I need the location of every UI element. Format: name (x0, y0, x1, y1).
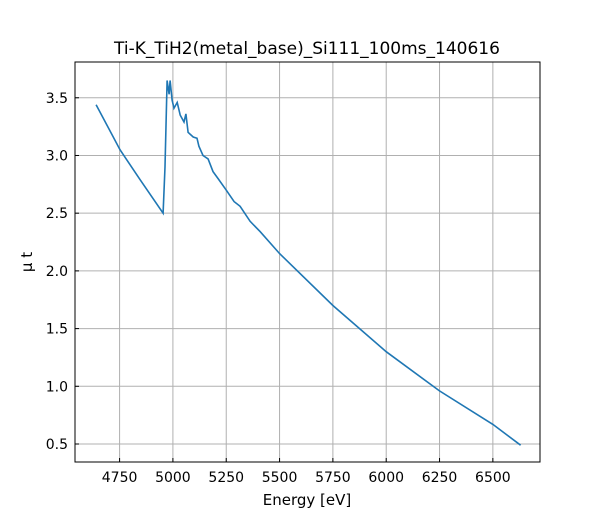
x-tick-label: 6250 (422, 470, 458, 486)
x-tick-label: 5750 (315, 470, 351, 486)
y-tick-label: 3.5 (46, 91, 68, 107)
x-tick-label: 4750 (102, 470, 138, 486)
y-tick-label: 2.0 (46, 264, 68, 280)
x-tick-label: 5250 (208, 470, 244, 486)
x-tick-label: 5000 (155, 470, 191, 486)
x-tick-label: 6000 (368, 470, 404, 486)
y-tick-label: 1.0 (46, 379, 68, 395)
y-tick-label: 3.0 (46, 148, 68, 164)
x-axis-label: Energy [eV] (263, 491, 351, 509)
chart-title: Ti-K_TiH2(metal_base)_Si111_100ms_140616 (113, 39, 500, 59)
y-axis-label: μ t (18, 252, 36, 272)
y-tick-label: 2.5 (46, 206, 68, 222)
y-tick-label: 1.5 (46, 322, 68, 338)
plot-frame (74, 61, 541, 463)
data-line (95, 80, 522, 446)
x-tick-label: 5500 (262, 470, 298, 486)
y-tick-label: 0.5 (46, 437, 68, 453)
x-tick-label: 6500 (475, 470, 511, 486)
